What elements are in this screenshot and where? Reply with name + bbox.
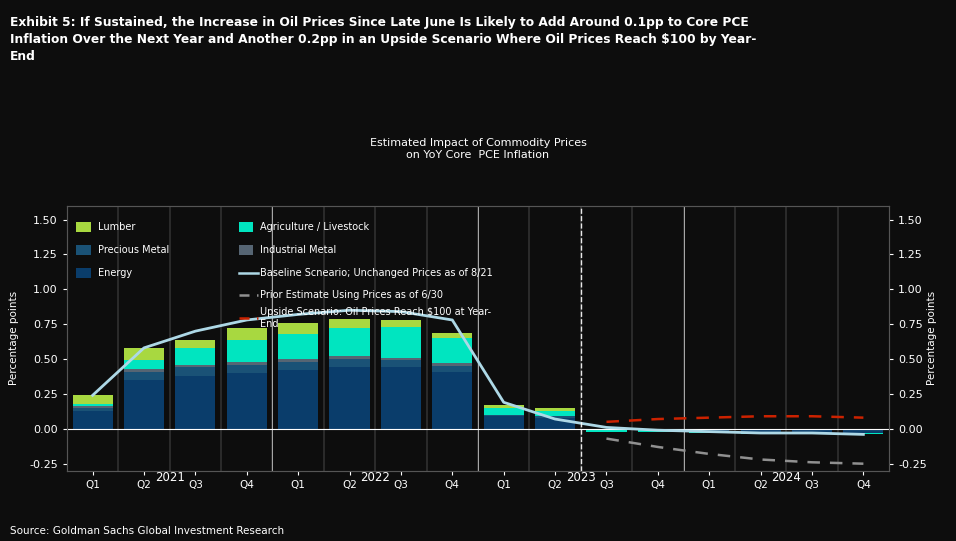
Text: Precious Metal: Precious Metal [98, 245, 169, 255]
Bar [689, 429, 729, 433]
Text: Percentage points: Percentage points [927, 291, 937, 385]
Bar [484, 405, 524, 408]
Bar [73, 411, 113, 429]
Bar [689, 432, 729, 433]
Bar [484, 415, 524, 416]
Bar [227, 373, 267, 429]
Bar [227, 365, 267, 373]
Bar [227, 362, 267, 365]
Text: Exhibit 5: If Sustained, the Increase in Oil Prices Since Late June Is Likely to: Exhibit 5: If Sustained, the Increase in… [10, 16, 756, 63]
Bar [330, 367, 370, 429]
Bar [535, 411, 576, 416]
Bar [380, 358, 421, 360]
Bar [792, 433, 832, 434]
Bar [432, 333, 472, 338]
Bar [432, 372, 472, 429]
Bar [638, 429, 678, 432]
Bar [535, 418, 576, 429]
Bar [124, 369, 164, 372]
Bar [380, 367, 421, 429]
Bar [278, 362, 318, 370]
Bar [175, 348, 215, 365]
Bar [73, 395, 113, 404]
Bar [124, 348, 164, 360]
Bar [73, 404, 113, 406]
Bar [175, 376, 215, 429]
Bar [175, 365, 215, 367]
Bar [278, 334, 318, 359]
Text: Prior Estimate Using Prices as of 6/30: Prior Estimate Using Prices as of 6/30 [260, 291, 443, 300]
Bar [330, 328, 370, 357]
Bar [175, 367, 215, 376]
Text: 2022: 2022 [360, 471, 390, 484]
Text: Upside Scenario: Oil Prices Reach $100 at Year-
End: Upside Scenario: Oil Prices Reach $100 a… [260, 307, 491, 329]
Text: Percentage points: Percentage points [10, 291, 19, 385]
Bar [380, 327, 421, 358]
Bar [278, 370, 318, 429]
Bar [638, 430, 678, 432]
Bar [330, 319, 370, 328]
Bar [792, 429, 832, 434]
Bar [843, 429, 883, 434]
Bar [227, 340, 267, 362]
Text: Agriculture / Livestock: Agriculture / Livestock [260, 222, 369, 232]
Bar [278, 359, 318, 362]
Bar [380, 360, 421, 367]
Bar [330, 359, 370, 367]
Bar [124, 372, 164, 380]
Text: 2023: 2023 [566, 471, 596, 484]
Bar [73, 406, 113, 408]
Bar [175, 340, 215, 348]
Bar [73, 408, 113, 411]
Bar [278, 323, 318, 334]
Text: Lumber: Lumber [98, 222, 135, 232]
Text: Source: Goldman Sachs Global Investment Research: Source: Goldman Sachs Global Investment … [10, 526, 284, 536]
Bar [586, 430, 626, 432]
Bar [484, 408, 524, 415]
Bar [741, 433, 781, 434]
Bar [380, 320, 421, 327]
Text: 2024: 2024 [771, 471, 801, 484]
Bar [843, 433, 883, 434]
Bar [741, 429, 781, 434]
Bar [586, 429, 626, 432]
Bar [124, 380, 164, 429]
Bar [330, 357, 370, 359]
Text: Industrial Metal: Industrial Metal [260, 245, 337, 255]
Bar [535, 408, 576, 411]
Bar [432, 363, 472, 366]
Text: 2021: 2021 [155, 471, 185, 484]
Bar [124, 360, 164, 369]
Text: Baseline Scneario; Unchanged Prices as of 8/21: Baseline Scneario; Unchanged Prices as o… [260, 268, 492, 278]
Text: Energy: Energy [98, 268, 132, 278]
Text: Estimated Impact of Commodity Prices
on YoY Core  PCE Inflation: Estimated Impact of Commodity Prices on … [370, 138, 586, 160]
Bar [535, 416, 576, 418]
Bar [432, 366, 472, 372]
Bar [227, 328, 267, 340]
Bar [484, 416, 524, 429]
Bar [432, 338, 472, 363]
